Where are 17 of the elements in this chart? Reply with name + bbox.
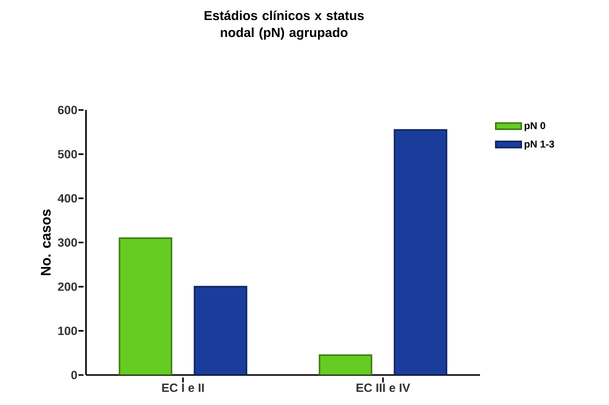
chart-title: Estádios clínicos x status nodal (pN) agrupado	[204, 10, 364, 40]
y-tick-label: 300	[58, 238, 77, 247]
y-tick-label: 600	[58, 106, 77, 114]
x-tick-label: EC III e IV	[356, 384, 410, 392]
x-tick-label: EC I e II	[162, 384, 204, 392]
y-tick-label: 400	[58, 194, 77, 203]
y-tick-label: 0	[71, 370, 77, 380]
bar	[118, 237, 172, 375]
bar	[194, 286, 248, 375]
bar	[318, 354, 372, 375]
legend-label: pN 0	[524, 122, 546, 132]
bar	[394, 129, 448, 375]
y-tick-label: 500	[58, 150, 77, 158]
y-axis-title: No. casos	[40, 209, 51, 276]
y-tick-label: 200	[58, 282, 77, 291]
legend-label: pN 1-3	[524, 140, 554, 150]
y-tick-label: 100	[58, 326, 77, 336]
